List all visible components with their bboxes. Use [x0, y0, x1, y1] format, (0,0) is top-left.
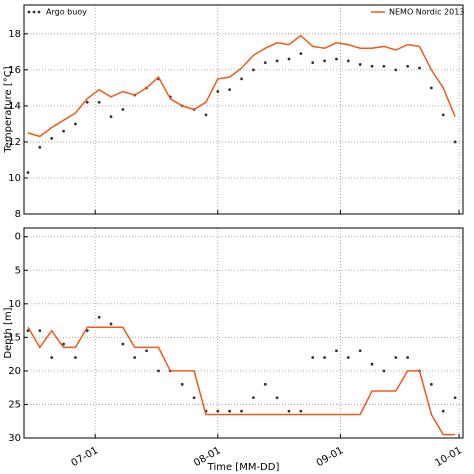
y-tick-label: 18	[8, 29, 21, 40]
data-point	[240, 77, 243, 81]
data-point	[97, 100, 101, 104]
plot-frame	[23, 227, 464, 439]
data-point	[228, 88, 232, 92]
data-point	[323, 356, 326, 359]
data-point	[453, 396, 457, 400]
x-axis-label: Time [MM-DD]	[207, 462, 280, 473]
data-line	[27, 326, 456, 436]
y-tick-label: 20	[8, 366, 21, 377]
data-line	[27, 34, 456, 138]
data-point	[62, 129, 65, 133]
data-point	[299, 52, 303, 56]
data-point	[287, 409, 291, 413]
data-point	[335, 57, 338, 61]
data-point	[275, 396, 279, 400]
data-point	[240, 409, 243, 413]
data-point	[26, 329, 30, 333]
x-tick-label: 09-01	[315, 445, 346, 469]
data-point	[228, 409, 232, 413]
data-point	[74, 356, 77, 359]
data-point	[441, 113, 445, 117]
legend-swatch	[27, 10, 31, 14]
y-tick-label: 8	[15, 209, 21, 220]
data-point	[275, 59, 279, 63]
data-point	[370, 64, 374, 68]
data-point	[204, 113, 208, 117]
data-point	[406, 356, 410, 359]
data-point	[441, 409, 445, 413]
data-point	[26, 171, 30, 174]
data-point	[74, 122, 77, 126]
data-point	[370, 362, 374, 366]
data-point	[358, 63, 362, 66]
y-tick-label: 25	[8, 399, 21, 410]
data-point	[157, 369, 160, 373]
data-point	[418, 66, 421, 70]
y-tick-label: 14	[8, 101, 21, 112]
y-tick-label: 10	[8, 173, 21, 184]
data-point	[287, 57, 291, 61]
legend-label: NEMO Nordic 2013	[389, 8, 464, 17]
data-point	[335, 349, 338, 353]
data-point	[453, 140, 457, 144]
y-tick-label: 15	[8, 332, 21, 343]
data-point	[216, 409, 220, 413]
data-point	[109, 115, 113, 119]
y-tick-label: 16	[8, 65, 21, 76]
data-point	[394, 68, 398, 72]
legend-label: Argo buoy	[46, 8, 87, 17]
data-point	[251, 396, 255, 400]
data-point	[251, 68, 255, 72]
data-point	[50, 136, 54, 140]
data-point	[50, 356, 54, 359]
data-point	[346, 356, 350, 359]
data-point	[263, 382, 267, 386]
data-point	[323, 59, 326, 63]
data-point	[358, 349, 362, 353]
data-point	[311, 61, 315, 65]
plot-frame	[23, 4, 464, 215]
data-point	[263, 61, 267, 65]
data-point	[121, 108, 125, 111]
data-point	[311, 356, 315, 359]
data-point	[38, 329, 42, 333]
data-point	[382, 369, 386, 373]
data-point	[145, 349, 149, 353]
data-point	[299, 409, 303, 413]
x-tick-label: 07-01	[70, 445, 101, 469]
y-tick-label: 10	[8, 299, 21, 310]
legend-swatch	[37, 10, 41, 14]
legend-swatch	[32, 10, 36, 14]
data-point	[121, 342, 125, 346]
data-point	[216, 90, 220, 93]
y-axis-label: Depth [m]	[3, 307, 14, 358]
data-point	[62, 342, 65, 346]
x-tick-label: 10-01	[433, 445, 464, 469]
data-point	[180, 382, 184, 386]
data-point	[38, 145, 42, 149]
data-point	[394, 356, 398, 359]
data-point	[346, 59, 350, 63]
data-point	[85, 100, 89, 104]
y-axis-label: Temperature [°C]	[3, 66, 14, 153]
data-point	[109, 322, 113, 326]
data-point	[382, 64, 386, 68]
data-point	[406, 64, 410, 68]
data-point	[192, 396, 196, 400]
data-point	[429, 382, 433, 386]
y-tick-label: 5	[15, 265, 21, 276]
y-tick-label: 0	[15, 232, 21, 243]
y-tick-label: 30	[8, 433, 21, 444]
data-point	[97, 315, 101, 319]
data-point	[133, 356, 137, 359]
y-tick-label: 12	[8, 137, 21, 148]
data-point	[429, 86, 433, 90]
